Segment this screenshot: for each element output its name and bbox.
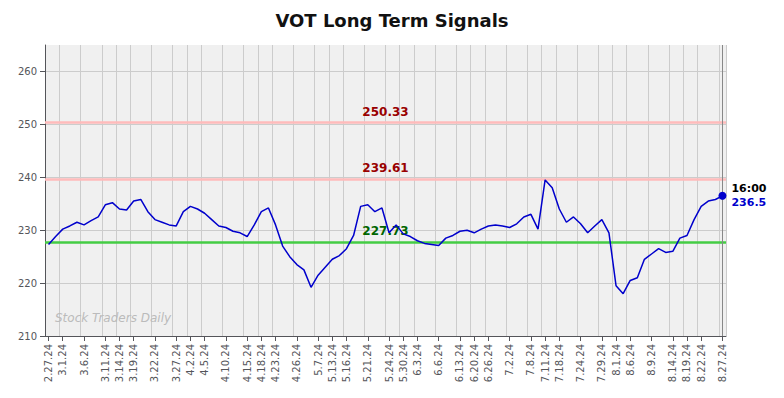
svg-text:5.24.24: 5.24.24 bbox=[384, 344, 395, 382]
svg-text:7.24.24: 7.24.24 bbox=[575, 344, 586, 382]
svg-text:6.3.24: 6.3.24 bbox=[412, 344, 423, 376]
svg-text:250.33: 250.33 bbox=[362, 105, 408, 119]
svg-text:3.19.24: 3.19.24 bbox=[128, 344, 139, 382]
svg-text:3.27.24: 3.27.24 bbox=[171, 344, 182, 382]
svg-text:3.14.24: 3.14.24 bbox=[114, 344, 125, 382]
svg-text:4.5.24: 4.5.24 bbox=[199, 344, 210, 376]
svg-text:4.10.24: 4.10.24 bbox=[220, 344, 231, 382]
svg-text:7.8.24: 7.8.24 bbox=[525, 344, 536, 376]
svg-text:260: 260 bbox=[18, 66, 37, 77]
svg-text:6.6.24: 6.6.24 bbox=[433, 344, 444, 376]
svg-text:5.13.24: 5.13.24 bbox=[327, 344, 338, 382]
svg-text:3.1.24: 3.1.24 bbox=[57, 344, 68, 376]
svg-text:8.22.24: 8.22.24 bbox=[696, 344, 707, 382]
svg-text:8.27.24: 8.27.24 bbox=[717, 344, 728, 382]
svg-text:4.18.24: 4.18.24 bbox=[256, 344, 267, 382]
svg-text:6.20.24: 6.20.24 bbox=[469, 344, 480, 382]
svg-text:6.26.24: 6.26.24 bbox=[483, 344, 494, 382]
svg-text:7.18.24: 7.18.24 bbox=[554, 344, 565, 382]
svg-text:3.11.24: 3.11.24 bbox=[100, 344, 111, 382]
svg-text:7.11.24: 7.11.24 bbox=[540, 344, 551, 382]
svg-text:8.6.24: 8.6.24 bbox=[625, 344, 636, 376]
svg-text:8.1.24: 8.1.24 bbox=[611, 344, 622, 376]
svg-text:239.61: 239.61 bbox=[362, 161, 408, 175]
svg-text:3.6.24: 3.6.24 bbox=[79, 344, 90, 376]
svg-text:210: 210 bbox=[18, 331, 37, 342]
svg-text:236.5: 236.5 bbox=[731, 196, 766, 209]
svg-text:2.27.24: 2.27.24 bbox=[43, 344, 54, 382]
svg-text:6.13.24: 6.13.24 bbox=[454, 344, 465, 382]
svg-text:7.29.24: 7.29.24 bbox=[596, 344, 607, 382]
svg-text:VOT Long Term Signals: VOT Long Term Signals bbox=[275, 10, 508, 31]
svg-text:5.16.24: 5.16.24 bbox=[341, 344, 352, 382]
svg-text:4.15.24: 4.15.24 bbox=[242, 344, 253, 382]
svg-text:240: 240 bbox=[18, 172, 37, 183]
svg-text:4.23.24: 4.23.24 bbox=[270, 344, 281, 382]
svg-text:5.30.24: 5.30.24 bbox=[398, 344, 409, 382]
svg-text:4.2.24: 4.2.24 bbox=[185, 344, 196, 376]
svg-text:3.22.24: 3.22.24 bbox=[149, 344, 160, 382]
svg-text:250: 250 bbox=[18, 119, 37, 130]
svg-text:5.7.24: 5.7.24 bbox=[313, 344, 324, 376]
svg-text:220: 220 bbox=[18, 278, 37, 289]
svg-text:227.73: 227.73 bbox=[362, 224, 409, 239]
svg-text:Stock Traders Daily: Stock Traders Daily bbox=[55, 311, 172, 325]
svg-text:230: 230 bbox=[18, 225, 37, 236]
svg-text:16:00: 16:00 bbox=[731, 182, 766, 195]
svg-text:5.21.24: 5.21.24 bbox=[362, 344, 373, 382]
svg-text:7.2.24: 7.2.24 bbox=[504, 344, 515, 376]
svg-text:8.14.24: 8.14.24 bbox=[667, 344, 678, 382]
svg-text:4.26.24: 4.26.24 bbox=[291, 344, 302, 382]
svg-text:8.19.24: 8.19.24 bbox=[681, 344, 692, 382]
svg-text:8.9.24: 8.9.24 bbox=[646, 344, 657, 376]
